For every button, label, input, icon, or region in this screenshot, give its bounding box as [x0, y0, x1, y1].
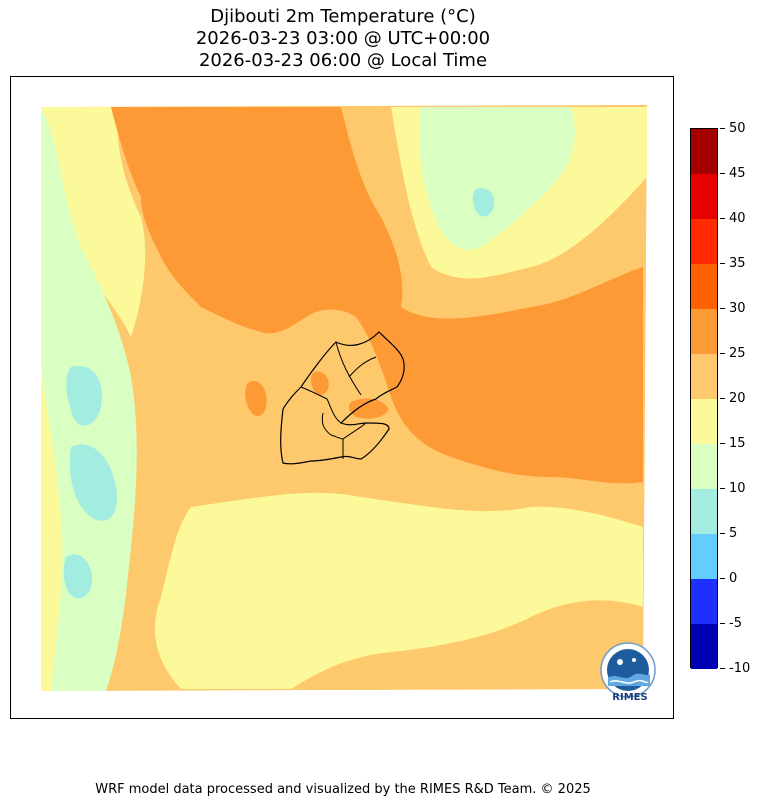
- field-10-15-north: [419, 107, 575, 250]
- colorbar-segment: [691, 219, 717, 264]
- footer-credit: WRF model data processed and visualized …: [95, 782, 591, 797]
- colorbar-tick: 40: [720, 212, 746, 226]
- colorbar-segment: [691, 354, 717, 399]
- field-5-10-west-b: [69, 444, 117, 521]
- colorbar-segment: [691, 624, 717, 669]
- colorbar-segment: [691, 309, 717, 354]
- colorbar-segment: [691, 129, 717, 174]
- map-frame: [10, 76, 674, 719]
- field-5-10-west-a: [66, 366, 102, 426]
- title-line-3: 2026-03-23 06:00 @ Local Time: [198, 50, 488, 71]
- field-5-10-west-c: [63, 554, 92, 599]
- colorbar: [690, 128, 718, 669]
- field-25-30-spot-b: [310, 371, 329, 395]
- colorbar-tick: -5: [720, 617, 742, 631]
- colorbar-tick: 45: [720, 167, 746, 181]
- colorbar-segment: [691, 174, 717, 219]
- title-line-1: Djibouti 2m Temperature (°C): [210, 6, 476, 27]
- colorbar-tick: 15: [720, 437, 746, 451]
- colorbar-tick: 30: [720, 302, 746, 316]
- field-25-30-spot-a: [245, 381, 267, 416]
- colorbar-tick: 5: [720, 527, 737, 541]
- colorbar-segment: [691, 444, 717, 489]
- colorbar-tick: 25: [720, 347, 746, 361]
- colorbar-tick: 20: [720, 392, 746, 406]
- field-5-10-north: [472, 188, 495, 217]
- colorbar-tick: 35: [720, 257, 746, 271]
- colorbar-tick: 50: [720, 122, 746, 136]
- region-boundary-north: [300, 341, 377, 424]
- map-title: Djibouti 2m Temperature (°C) 2026-03-23 …: [0, 6, 686, 72]
- title-line-2: 2026-03-23 03:00 @ UTC+00:00: [195, 28, 491, 49]
- field-25-30-north: [111, 107, 643, 484]
- colorbar-segment: [691, 489, 717, 534]
- colorbar-tick: -10: [720, 662, 750, 676]
- colorbar-tick: 10: [720, 482, 746, 496]
- field-15-20-south: [154, 492, 643, 689]
- temperature-map: [41, 105, 647, 691]
- region-boundary-south: [321, 412, 367, 459]
- colorbar-segment: [691, 264, 717, 309]
- colorbar-tick: 0: [720, 572, 737, 586]
- field-15-20-west: [41, 107, 146, 337]
- colorbar-segment: [691, 579, 717, 624]
- logo-label: RIMES: [612, 692, 648, 703]
- field-25-30-spot-c: [348, 398, 389, 419]
- rimes-logo-icon: [600, 642, 656, 698]
- colorbar-segment: [691, 399, 717, 444]
- colorbar-segment: [691, 534, 717, 579]
